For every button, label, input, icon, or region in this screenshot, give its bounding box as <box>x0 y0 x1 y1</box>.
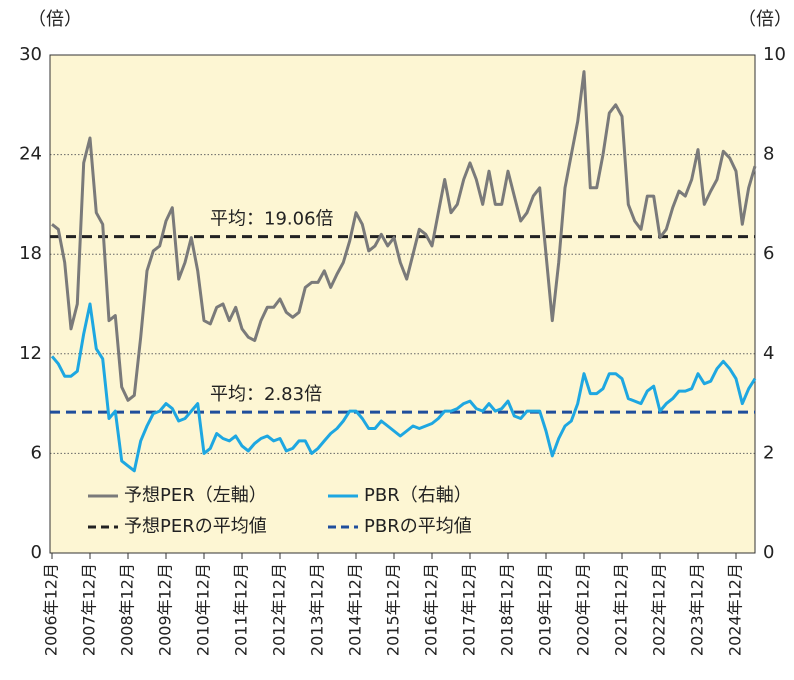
x-tick-label: 2022年12月 <box>650 563 669 656</box>
x-tick-label: 2006年12月 <box>42 563 61 656</box>
y-tick-label: 24 <box>19 144 42 165</box>
legend-label: 予想PER（左軸） <box>124 485 267 506</box>
x-tick-label: 2018年12月 <box>498 563 517 656</box>
x-tick-label: 2014年12月 <box>346 563 365 656</box>
plot-frame <box>49 54 756 554</box>
y-tick-label: 6 <box>31 442 42 463</box>
x-tick-label: 2009年12月 <box>156 563 175 656</box>
mean-label: 平均：19.06倍 <box>210 209 334 230</box>
y2-unit-label: （倍） <box>738 9 792 30</box>
x-tick-label: 2013年12月 <box>308 563 327 656</box>
y-tick-label: 0 <box>31 542 42 563</box>
y2-tick-label: 2 <box>763 442 774 463</box>
x-tick-label: 2008年12月 <box>118 563 137 656</box>
x-tick-label: 2019年12月 <box>536 563 555 656</box>
legend-label: PBRの平均値 <box>364 516 472 537</box>
x-tick-label: 2020年12月 <box>574 563 593 656</box>
x-tick-label: 2024年12月 <box>726 563 745 656</box>
y2-tick-label: 8 <box>763 144 774 165</box>
series-line <box>51 70 757 402</box>
x-tick-label: 2023年12月 <box>688 563 707 656</box>
x-tick-label: 2021年12月 <box>612 563 631 656</box>
y-tick-label: 12 <box>19 343 42 364</box>
y2-tick-label: 4 <box>763 343 774 364</box>
y2-tick-label: 6 <box>763 243 774 264</box>
y-tick-label: 18 <box>19 243 42 264</box>
x-tick-label: 2011年12月 <box>232 563 251 656</box>
x-tick-label: 2017年12月 <box>460 563 479 656</box>
y2-tick-label: 10 <box>763 44 786 65</box>
y-tick-label: 30 <box>19 44 42 65</box>
x-tick-label: 2016年12月 <box>422 563 441 656</box>
y2-tick-label: 0 <box>763 542 774 563</box>
legend-label: PBR（右軸） <box>364 485 472 506</box>
x-tick-label: 2007年12月 <box>80 563 99 656</box>
plot-background <box>50 55 755 553</box>
x-tick-label: 2010年12月 <box>194 563 213 656</box>
legend-label: 予想PERの平均値 <box>124 516 267 537</box>
mean-label: 平均：2.83倍 <box>210 384 322 405</box>
x-tick-label: 2012年12月 <box>270 563 289 656</box>
x-tick-label: 2015年12月 <box>384 563 403 656</box>
series-line <box>50 302 757 473</box>
y-unit-label: （倍） <box>28 9 82 30</box>
